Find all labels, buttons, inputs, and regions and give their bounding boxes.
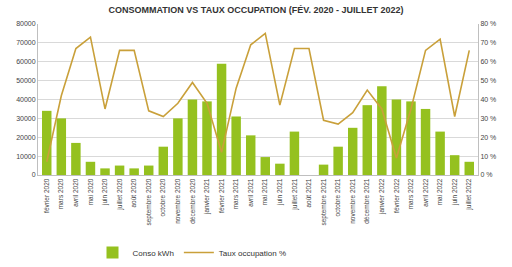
svg-text:septembre 2020: septembre 2020 bbox=[145, 178, 153, 225]
svg-text:janvier 2021: janvier 2021 bbox=[203, 178, 211, 215]
svg-text:30 %: 30 % bbox=[480, 115, 496, 122]
svg-text:avril 2022: avril 2022 bbox=[422, 178, 429, 207]
svg-text:mars 2021: mars 2021 bbox=[232, 178, 239, 209]
svg-text:40000: 40000 bbox=[16, 96, 36, 103]
svg-text:mai 2022: mai 2022 bbox=[436, 178, 443, 205]
svg-text:0: 0 bbox=[32, 171, 36, 178]
svg-text:70 %: 70 % bbox=[480, 39, 496, 46]
svg-text:avril 2021: avril 2021 bbox=[247, 178, 254, 207]
svg-text:décembre 2020: décembre 2020 bbox=[189, 178, 196, 224]
svg-text:Conso kWh: Conso kWh bbox=[133, 249, 174, 258]
svg-text:novembre 2020: novembre 2020 bbox=[174, 178, 181, 224]
svg-text:mars 2022: mars 2022 bbox=[407, 178, 414, 209]
svg-text:50000: 50000 bbox=[16, 77, 36, 84]
svg-text:juillet 2022: juillet 2022 bbox=[465, 178, 473, 210]
svg-text:septembre 2021: septembre 2021 bbox=[320, 178, 328, 225]
svg-text:40 %: 40 % bbox=[480, 96, 496, 103]
svg-text:août 2021: août 2021 bbox=[305, 178, 312, 207]
svg-text:octobre 2020: octobre 2020 bbox=[159, 178, 166, 216]
svg-text:février 2020: février 2020 bbox=[43, 178, 50, 213]
svg-text:janvier 2022: janvier 2022 bbox=[378, 178, 386, 215]
svg-text:20000: 20000 bbox=[16, 134, 36, 141]
svg-text:octobre 2021: octobre 2021 bbox=[334, 178, 341, 216]
svg-text:70000: 70000 bbox=[16, 39, 36, 46]
svg-text:0 %: 0 % bbox=[480, 171, 492, 178]
svg-text:Taux occupation %: Taux occupation % bbox=[219, 249, 286, 258]
svg-text:mars 2020: mars 2020 bbox=[57, 178, 64, 209]
svg-text:30000: 30000 bbox=[16, 115, 36, 122]
svg-text:juin 2021: juin 2021 bbox=[276, 178, 284, 206]
svg-text:CONSOMMATION VS TAUX OCCUPATIO: CONSOMMATION VS TAUX OCCUPATION (FÉV. 20… bbox=[108, 5, 403, 15]
svg-text:février 2022: février 2022 bbox=[393, 178, 400, 213]
svg-text:mai 2020: mai 2020 bbox=[87, 178, 94, 205]
svg-text:10 %: 10 % bbox=[480, 153, 496, 160]
svg-text:avril 2020: avril 2020 bbox=[72, 178, 79, 207]
svg-text:août 2020: août 2020 bbox=[130, 178, 137, 207]
svg-text:février 2021: février 2021 bbox=[218, 178, 225, 213]
svg-text:juillet 2020: juillet 2020 bbox=[116, 178, 124, 210]
svg-text:80 %: 80 % bbox=[480, 20, 496, 27]
svg-text:80000: 80000 bbox=[16, 20, 36, 27]
svg-text:20 %: 20 % bbox=[480, 134, 496, 141]
svg-text:juin 2020: juin 2020 bbox=[101, 178, 109, 206]
svg-text:50 %: 50 % bbox=[480, 77, 496, 84]
svg-text:10000: 10000 bbox=[16, 153, 36, 160]
svg-text:60 %: 60 % bbox=[480, 58, 496, 65]
svg-text:novembre 2021: novembre 2021 bbox=[349, 178, 356, 224]
svg-text:mai 2021: mai 2021 bbox=[261, 178, 268, 205]
svg-text:60000: 60000 bbox=[16, 58, 36, 65]
svg-text:juillet 2021: juillet 2021 bbox=[291, 178, 299, 210]
svg-text:juin 2022: juin 2022 bbox=[451, 178, 459, 206]
svg-text:décembre 2021: décembre 2021 bbox=[363, 178, 370, 224]
